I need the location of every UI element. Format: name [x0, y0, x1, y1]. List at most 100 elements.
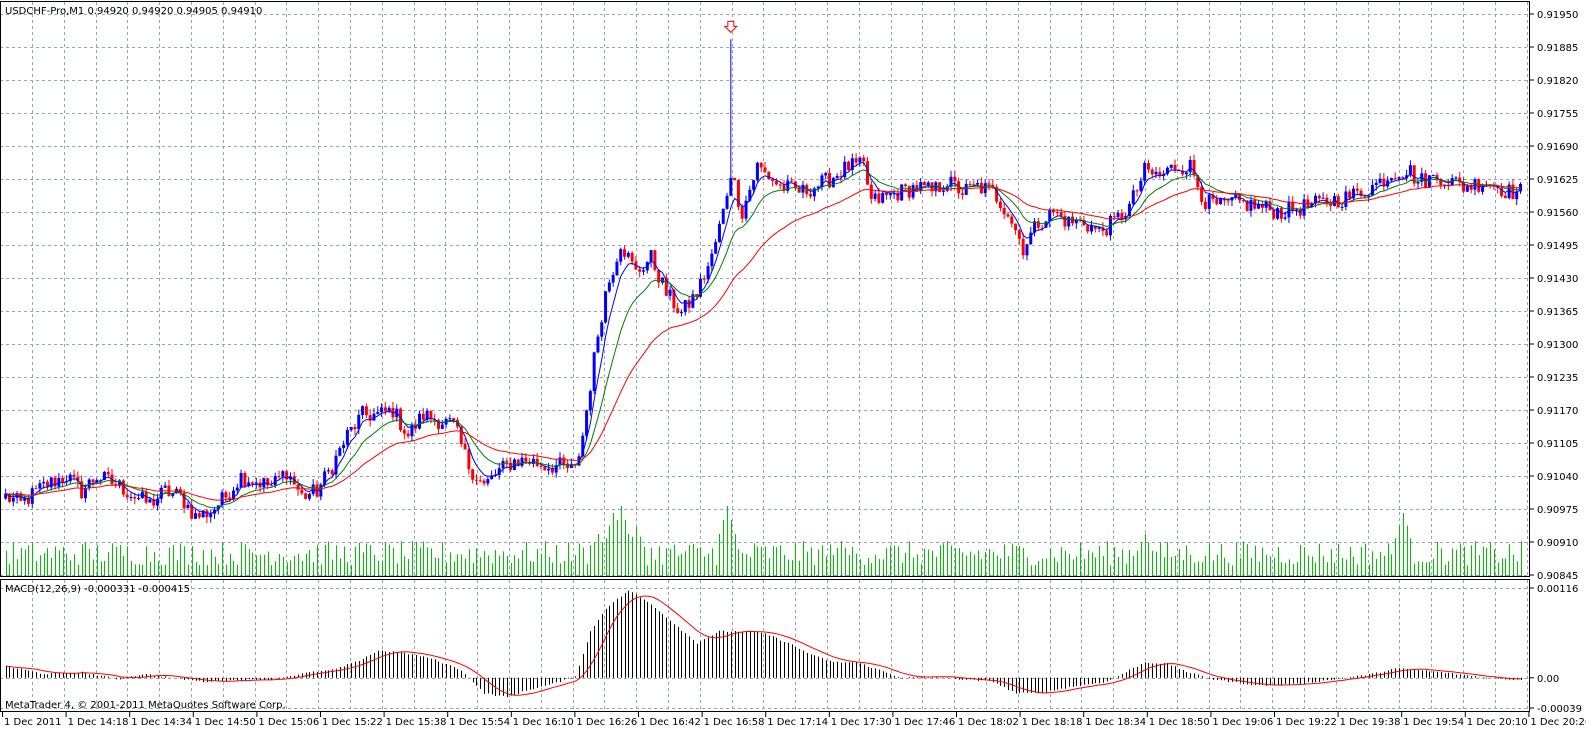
candle-body — [1048, 209, 1052, 222]
candle-body — [380, 407, 384, 413]
macd-tick-label: 0.00116 — [1537, 584, 1578, 595]
candle-body — [1507, 184, 1511, 199]
candle-body — [1272, 210, 1276, 219]
candle-body — [106, 471, 110, 475]
time-tick-label: 1 Dec 15:22 — [322, 717, 383, 728]
candle-body — [323, 471, 327, 485]
candle-body — [1511, 184, 1515, 200]
candle-body — [467, 449, 471, 470]
candle-body — [1033, 221, 1037, 233]
candle-body — [197, 513, 201, 518]
candle-body — [550, 468, 554, 473]
candle-body — [1150, 169, 1154, 175]
candle-body — [683, 300, 687, 313]
candle-body — [1408, 165, 1412, 176]
candle-body — [228, 497, 232, 500]
price-tick-label: 0.91430 — [1537, 274, 1578, 285]
candle-body — [1336, 196, 1340, 208]
candle-body — [140, 491, 144, 499]
candle-body — [1245, 200, 1249, 211]
candle-body — [1446, 184, 1450, 186]
candle-body — [1082, 219, 1086, 226]
time-tick-label: 1 Dec 14:34 — [131, 717, 192, 728]
candle-body — [1431, 174, 1435, 176]
candle-body — [285, 471, 289, 480]
candle-body — [862, 157, 866, 162]
candle-body — [771, 179, 775, 182]
candle-body — [266, 478, 270, 486]
candle-body — [159, 487, 163, 499]
candle-body — [186, 504, 190, 509]
time-tick-label: 1 Dec 17:14 — [767, 717, 828, 728]
candle-body — [254, 482, 258, 484]
candle-body — [53, 477, 57, 487]
price-axis-labels: 0.91950 0.91885 0.91820 0.91755 0.91690 0.916… — [1530, 10, 1578, 582]
candle-body — [547, 468, 551, 471]
candle-body — [919, 182, 923, 191]
candle-body — [535, 458, 539, 466]
time-tick-label: 1 Dec 17:30 — [831, 717, 892, 728]
time-tick-label: 1 Dec 19:06 — [1212, 717, 1273, 728]
candle-body — [364, 406, 368, 416]
candle-body — [953, 176, 957, 182]
candle-body — [698, 278, 702, 297]
candle-body — [1143, 163, 1147, 181]
candle-body — [421, 413, 425, 420]
candle-body — [1382, 178, 1386, 187]
candle-body — [873, 193, 877, 199]
macd-panel[interactable]: MACD(12,26,9) -0.000331 -0.000415 MetaTr… — [0, 580, 1582, 715]
time-tick-label: 1 Dec 16:10 — [513, 717, 574, 728]
candle-body — [1219, 198, 1223, 205]
candle-body — [1500, 187, 1504, 196]
candle-body — [812, 188, 816, 197]
candle-body — [1173, 164, 1177, 171]
candle-body — [1184, 172, 1188, 175]
candle-body — [619, 249, 623, 262]
copyright-text: MetaTrader 4, © 2001-2011 MetaQuotes Sof… — [5, 700, 286, 711]
candle-body — [91, 479, 95, 483]
candle-body — [7, 493, 11, 502]
candle-body — [831, 177, 835, 188]
time-tick-label: 1 Dec 15:38 — [386, 717, 447, 728]
candle-body — [1196, 175, 1200, 188]
candle-body — [418, 413, 422, 429]
moving-average-line — [5, 161, 1521, 514]
candle-body — [304, 493, 308, 499]
candle-body — [835, 176, 839, 178]
candle-body — [998, 201, 1002, 208]
macd-grid — [0, 580, 1530, 712]
candle-body — [1165, 167, 1169, 174]
candle-body — [95, 479, 99, 483]
candle-body — [843, 161, 847, 178]
time-tick-label: 1 Dec 2011 — [4, 717, 62, 728]
candle-body — [763, 167, 767, 172]
time-tick-label: 1 Dec 18:02 — [958, 717, 1019, 728]
candle-body — [269, 485, 273, 487]
candle-body — [1401, 177, 1405, 179]
candle-body — [1120, 213, 1124, 220]
candle-body — [896, 193, 900, 201]
candle-body — [729, 177, 733, 196]
candle-body — [782, 185, 786, 191]
candle-body — [72, 474, 76, 478]
price-tick-label: 0.91625 — [1537, 175, 1578, 186]
candle-body — [239, 473, 243, 488]
price-tick-label: 0.90845 — [1537, 571, 1578, 582]
candle-body — [1211, 194, 1215, 199]
candle-body — [1105, 231, 1109, 236]
candle-body — [672, 289, 676, 309]
candle-body — [38, 483, 42, 489]
candle-body — [395, 408, 399, 418]
candle-body — [706, 266, 710, 280]
candle-body — [695, 294, 699, 297]
candle-body — [1059, 212, 1063, 216]
candle-body — [482, 480, 486, 484]
time-tick-label: 1 Dec 17:46 — [894, 717, 955, 728]
price-panel-frame — [0, 1, 1530, 577]
price-panel[interactable]: USDCHF-Pro,M1 0.94920 0.94920 0.94905 0.… — [0, 2, 1578, 582]
candle-body — [436, 420, 440, 429]
candle-body — [903, 184, 907, 187]
time-tick-label: 1 Dec 20:26 — [1530, 717, 1586, 728]
